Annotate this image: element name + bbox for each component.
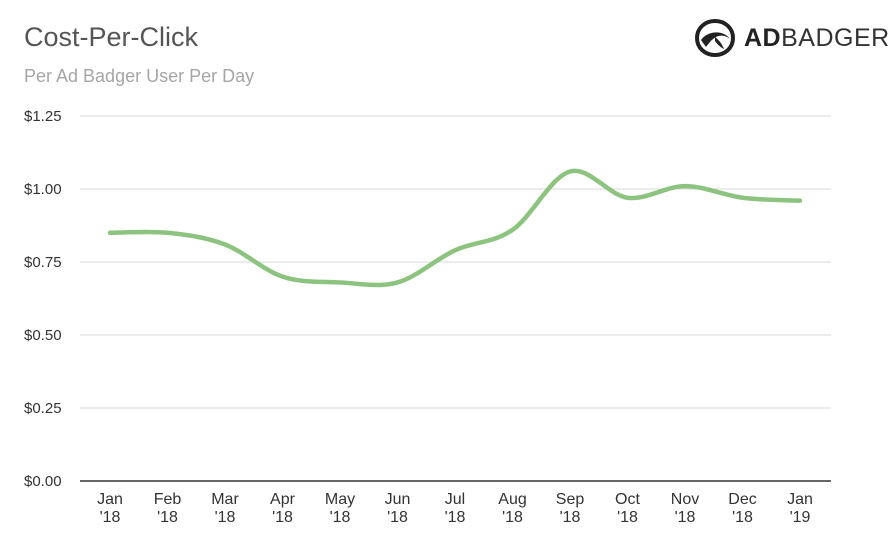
brand-wordmark: ADBADGER [744, 24, 890, 53]
brand-light-text: BADGER [781, 23, 890, 52]
x-tick-label: Apr '18 [270, 491, 296, 526]
x-tick-label: Dec '18 [728, 491, 756, 526]
x-tick-label: Sep '18 [556, 491, 585, 526]
x-tick-label: Nov '18 [671, 491, 699, 526]
y-tick-label: $0.00 [24, 473, 62, 490]
chart-subtitle: Per Ad Badger User Per Day [24, 66, 255, 86]
brand-bold-text: AD [744, 23, 782, 52]
grid-lines [80, 115, 831, 409]
x-tick-label: May '18 [325, 491, 355, 526]
series-line [107, 168, 803, 288]
x-axis-tick-labels: Jan '18 Feb '18 Mar '18 Apr '18 May '18 Jun '18 Jul '… [97, 491, 813, 526]
badger-head-icon [694, 18, 736, 58]
x-tick-label: Feb '18 [154, 491, 182, 526]
y-tick-label: $0.50 [24, 327, 62, 344]
brand-logo-group: ADBADGER [694, 18, 890, 58]
x-tick-label: Jan '19 [787, 491, 813, 526]
x-tick-label: Aug '18 [498, 491, 526, 526]
x-tick-label: Jun '18 [385, 491, 411, 526]
y-axis-tick-labels: $0.00 $0.25 $0.50 $0.75 $1.00 $1.25 [24, 108, 62, 490]
y-tick-label: $1.00 [24, 181, 62, 198]
chart-title: Cost-Per-Click [24, 22, 199, 52]
x-tick-label: Jul '18 [445, 491, 466, 526]
y-tick-label: $1.25 [24, 108, 62, 125]
x-tick-label: Jan '18 [97, 491, 123, 526]
y-tick-label: $0.25 [24, 400, 62, 417]
x-tick-label: Mar '18 [211, 491, 239, 526]
x-tick-label: Oct '18 [615, 491, 640, 526]
y-tick-label: $0.75 [24, 254, 62, 271]
